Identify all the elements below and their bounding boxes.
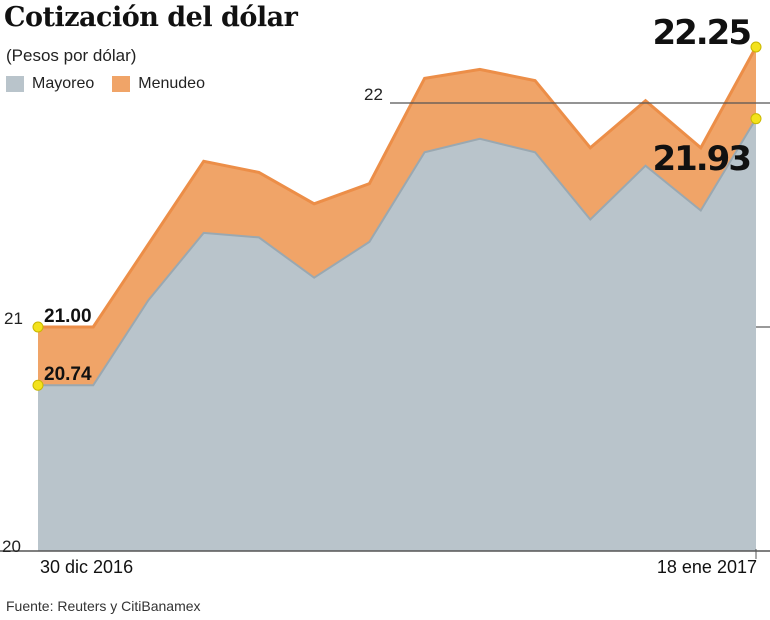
legend-swatch-mayoreo <box>6 76 24 92</box>
data-label-21-00: 21.00 <box>44 306 92 327</box>
x-tick-label-end: 18 ene 2017 <box>657 557 757 577</box>
mayoreo-line <box>38 118 757 387</box>
mayoreo-area <box>38 118 756 552</box>
legend-item-mayoreo: Mayoreo <box>6 75 94 93</box>
endpoint-marker-1 <box>32 379 44 391</box>
menudeo-line <box>38 46 758 329</box>
legend-label-menudeo: Menudeo <box>138 75 205 92</box>
y-tick-label-21: 21 <box>4 309 23 328</box>
chart-title: Cotización del dólar <box>4 2 298 33</box>
legend-item-menudeo: Menudeo <box>112 75 205 93</box>
endpoint-marker-0 <box>32 321 44 333</box>
legend-label-mayoreo: Mayoreo <box>32 75 95 92</box>
y-tick-label-22: 22 <box>364 85 383 104</box>
data-label-20-74: 20.74 <box>44 364 92 385</box>
y-tick-label-20: 20 <box>2 537 21 556</box>
chart-subtitle: (Pesos por dólar) <box>6 46 137 65</box>
source-note: Fuente: Reuters y CitiBanamex <box>6 598 201 614</box>
x-tick-label-start: 30 dic 2016 <box>40 557 133 577</box>
legend-swatch-menudeo <box>112 76 131 92</box>
data-label-22-25: 22.25 <box>652 13 750 53</box>
data-label-21-93: 21.93 <box>652 139 750 179</box>
endpoint-marker-2 <box>750 41 762 53</box>
endpoint-marker-3 <box>750 113 762 125</box>
legend: Mayoreo Menudeo <box>6 75 223 93</box>
